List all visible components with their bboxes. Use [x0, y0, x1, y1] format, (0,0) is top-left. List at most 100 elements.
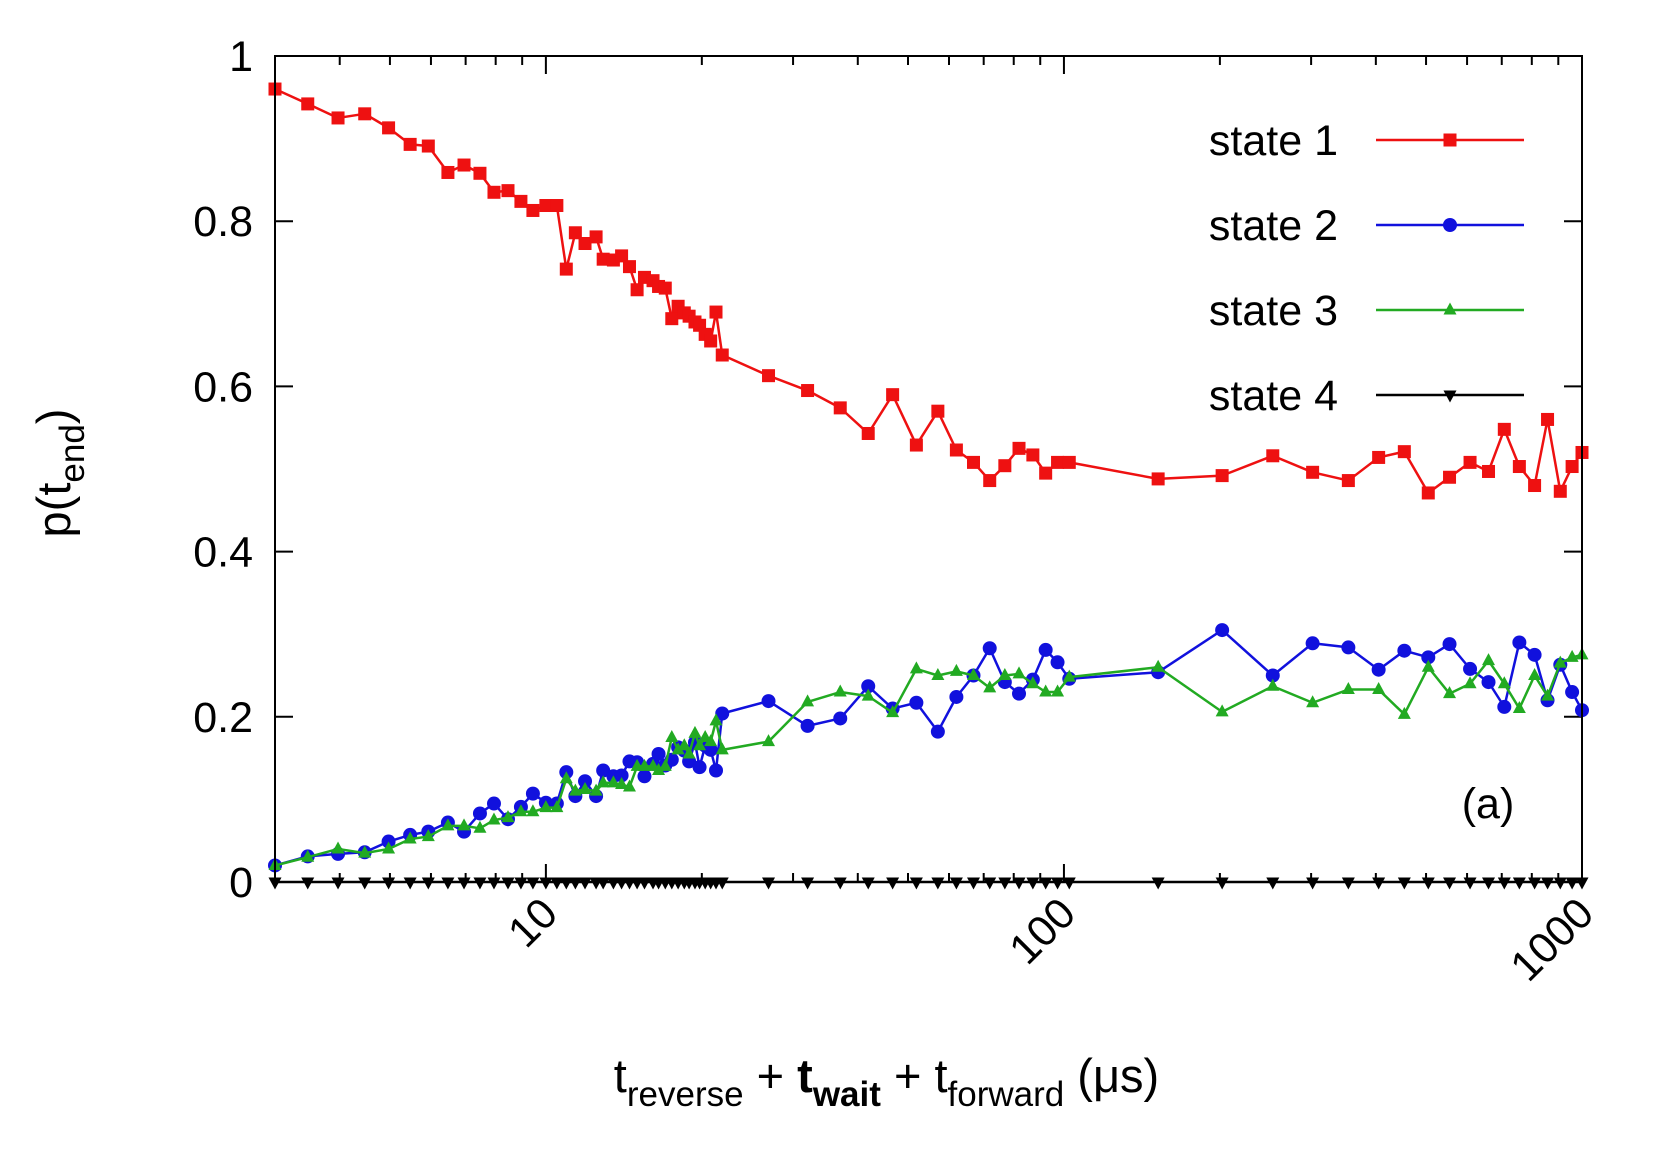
data-point [1341, 877, 1355, 890]
data-point [331, 877, 345, 890]
data-point [457, 158, 471, 172]
data-point [1341, 474, 1355, 488]
data-point [526, 203, 540, 217]
data-point [1397, 643, 1412, 658]
data-point [403, 877, 417, 890]
data-point [861, 679, 876, 694]
data-point [800, 718, 815, 733]
data-point [559, 771, 573, 784]
data-point [1265, 668, 1280, 683]
data-point [1039, 684, 1053, 697]
data-point [331, 841, 345, 854]
data-point [441, 165, 455, 179]
data-point [1421, 486, 1435, 500]
legend-label: state 4 [1209, 372, 1338, 420]
data-point [967, 455, 981, 469]
data-point [568, 877, 582, 890]
data-point [596, 877, 610, 890]
data-point [568, 226, 582, 240]
plot-frame [274, 55, 1583, 883]
data-point [589, 783, 603, 796]
data-point [487, 185, 501, 199]
data-point [1026, 676, 1040, 689]
data-point [1012, 441, 1026, 455]
data-point [1421, 650, 1436, 665]
data-point [441, 818, 455, 831]
data-point [982, 641, 997, 656]
data-point [615, 777, 629, 790]
data-point [1512, 635, 1527, 650]
data-point [421, 829, 435, 842]
data-point [301, 849, 315, 862]
data-point [606, 775, 620, 788]
data-point [967, 668, 981, 680]
data-point [501, 810, 515, 823]
data-point [550, 877, 564, 890]
data-point [1528, 479, 1542, 493]
data-point [1443, 877, 1457, 890]
data-point [1482, 464, 1496, 478]
data-point [1051, 684, 1065, 697]
data-point [457, 877, 471, 890]
data-point [1421, 877, 1435, 890]
data-point [457, 818, 471, 831]
data-point [501, 184, 515, 198]
data-point [559, 877, 573, 890]
data-point [473, 820, 487, 833]
y-tick-label: 0 [229, 859, 253, 907]
data-point [473, 877, 487, 890]
data-point [1215, 704, 1229, 717]
data-point [1397, 877, 1411, 890]
data-point [709, 763, 724, 778]
data-point [301, 877, 315, 890]
data-point [403, 137, 417, 151]
data-point [1215, 469, 1229, 483]
data-point [1062, 877, 1076, 890]
data-point [1463, 661, 1478, 676]
data-point [568, 783, 582, 796]
data-point [614, 768, 629, 783]
x-axis-label-part: + [744, 1049, 798, 1102]
data-point [514, 877, 528, 890]
data-point [514, 194, 528, 208]
series-line [274, 87, 1584, 495]
data-point [715, 706, 730, 721]
data-point [1306, 877, 1320, 890]
series-line [274, 628, 1584, 867]
data-point [1266, 678, 1280, 691]
data-point [421, 877, 435, 890]
data-point [615, 249, 629, 263]
data-point [861, 426, 875, 440]
data-point [801, 877, 815, 890]
data-point [665, 729, 679, 742]
data-point [1528, 877, 1542, 890]
data-point [630, 283, 644, 297]
data-point [578, 237, 592, 251]
data-point [931, 877, 945, 890]
data-point [682, 746, 696, 759]
data-point [550, 199, 564, 213]
data-point [715, 742, 729, 755]
legend-marker [1443, 390, 1457, 403]
data-point [1482, 877, 1496, 890]
legend-marker [1443, 218, 1457, 232]
data-point [1397, 445, 1411, 459]
data-point [909, 695, 924, 710]
data-point [1062, 455, 1076, 469]
x-axis-label-part: reverse [627, 1075, 744, 1114]
data-point [1497, 699, 1512, 714]
data-point [1051, 455, 1065, 469]
data-point [358, 877, 372, 890]
data-point [1215, 877, 1229, 890]
data-point [550, 800, 564, 813]
data-point [1012, 666, 1026, 679]
data-point [1039, 877, 1053, 890]
y-axis-label: p(tend) [27, 409, 92, 538]
y-tick-label: 0.2 [193, 694, 253, 742]
data-point [1443, 686, 1457, 699]
data-point [715, 348, 729, 362]
y-axis-label-part: p(t [27, 483, 80, 538]
data-point [559, 262, 573, 276]
data-point [1497, 676, 1511, 689]
